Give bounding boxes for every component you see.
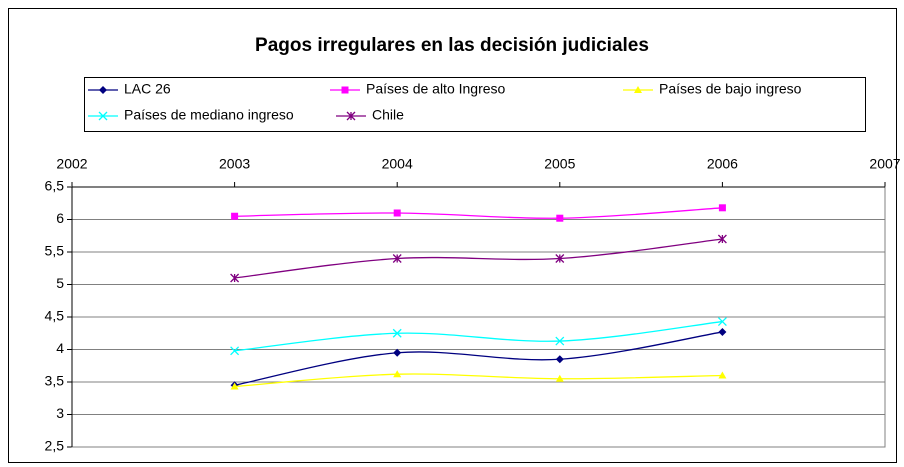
- y-tick-label: 3,5: [45, 373, 65, 389]
- legend-box: [84, 77, 866, 132]
- y-tick-label: 6: [56, 210, 64, 226]
- marker: [555, 254, 565, 263]
- x-tick-label: 2002: [56, 156, 87, 172]
- line: [234, 373, 723, 388]
- marker: [393, 348, 402, 357]
- legend-label: LAC 26: [124, 81, 171, 97]
- y-tick-label: 3: [56, 405, 64, 421]
- marker: [718, 204, 726, 212]
- marker: [393, 209, 401, 217]
- legend-marker: [346, 111, 356, 121]
- x-tick-label: 2006: [707, 156, 738, 172]
- marker: [393, 370, 402, 378]
- chart-title: Pagos irregulares en las decisión judici…: [255, 35, 649, 56]
- legend-marker: [341, 86, 349, 94]
- legend-marker: [99, 86, 107, 94]
- marker: [555, 355, 564, 364]
- y-tick-label: 6,5: [45, 178, 65, 194]
- y-tick-label: 2,5: [45, 438, 65, 454]
- legend-marker: [634, 86, 642, 93]
- marker: [392, 328, 402, 338]
- line: [234, 207, 723, 219]
- line: [234, 331, 723, 386]
- marker: [555, 336, 565, 346]
- y-tick-label: 4,5: [45, 308, 65, 324]
- legend-label: Países de bajo ingreso: [659, 81, 802, 97]
- x-tick-label: 2005: [544, 156, 575, 172]
- y-tick-label: 5,5: [45, 243, 65, 259]
- x-tick-label: 2004: [382, 156, 413, 172]
- y-tick-label: 5: [56, 275, 64, 291]
- marker: [717, 234, 727, 244]
- legend-label: Países de alto Ingreso: [366, 81, 506, 97]
- marker: [230, 273, 240, 283]
- marker: [230, 382, 239, 390]
- x-tick-label: 2003: [219, 156, 250, 172]
- marker: [231, 212, 239, 220]
- marker: [392, 254, 402, 263]
- marker: [556, 214, 564, 222]
- marker: [555, 374, 564, 382]
- legend-label: Países de mediano ingreso: [124, 107, 294, 123]
- legend-marker: [98, 111, 108, 121]
- line: [234, 320, 723, 352]
- marker: [718, 371, 727, 379]
- marker: [717, 317, 727, 327]
- x-tick-label: 2007: [869, 156, 900, 172]
- marker: [230, 346, 240, 356]
- y-tick-label: 4: [56, 340, 64, 356]
- marker: [718, 327, 727, 336]
- legend-label: Chile: [372, 107, 404, 123]
- line: [234, 238, 723, 279]
